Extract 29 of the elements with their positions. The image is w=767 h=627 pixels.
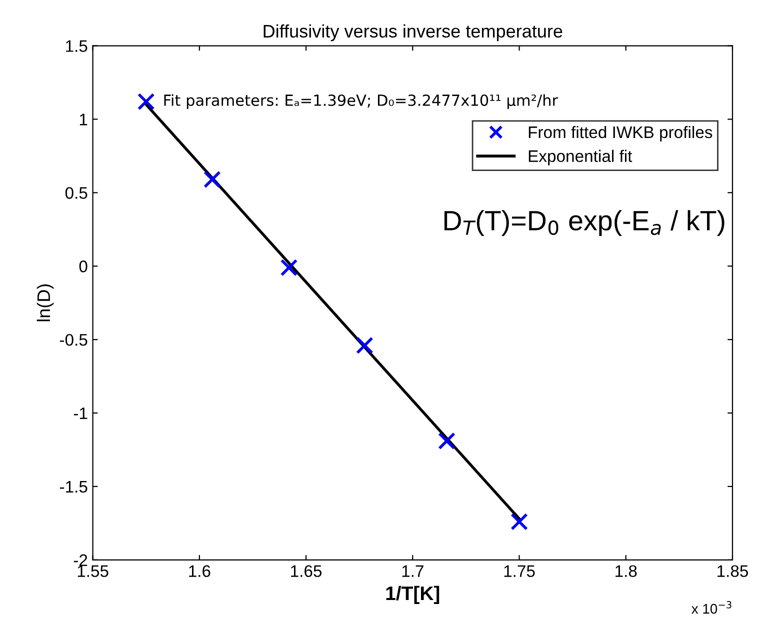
point: [280, 258, 298, 276]
x-tick-label: 1.8: [616, 565, 637, 578]
y-tick-label: -1: [74, 408, 88, 420]
y-tick-label: -2: [74, 554, 88, 566]
point: [438, 432, 456, 450]
y-tick-label: -1.5: [60, 481, 88, 493]
y-tick-label: -0.5: [60, 334, 88, 346]
point: [137, 92, 155, 110]
point: [356, 336, 374, 354]
y-tick-label: 1.5: [66, 40, 88, 52]
x-tick-label: 1.85: [718, 565, 748, 578]
x-tick-label: 1.65: [291, 565, 322, 578]
point: [510, 513, 528, 530]
x-axis-title: 1/T[K]: [386, 586, 440, 604]
legend-label: Exponential fit: [528, 150, 632, 166]
annotation: D$_{T}$(T)=D$_{0}$ exp(-E$_{a}$ / kT): [444, 210, 724, 236]
y-tick-label: 0.5: [65, 187, 88, 199]
legend-label: From fitted IWKB profiles: [528, 126, 712, 142]
annotation: Fit parameters: Eₐ=1.39eV; D₀=3.2477x10¹¹ µm²/hr: [164, 94, 558, 109]
y-tick-label: 0: [79, 260, 88, 272]
point: [204, 170, 221, 188]
x-tick-label: 1.75: [504, 565, 535, 578]
chart-title: Diffusivity versus inverse temperature: [264, 24, 562, 42]
x-tick-label: 1.7: [402, 565, 424, 577]
text: x 10$^{−3}$: [692, 601, 732, 614]
x-tick-label: 1.55: [78, 565, 108, 578]
y-tick-label: 1: [80, 114, 88, 126]
y-axis-title: ln(D): [36, 284, 54, 322]
x-tick-label: 1.6: [189, 565, 210, 578]
